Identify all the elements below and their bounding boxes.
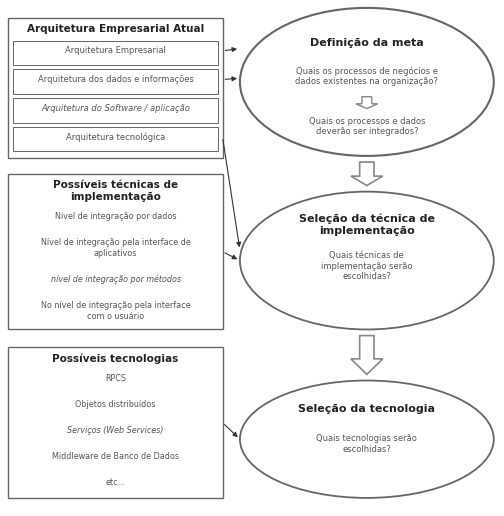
Ellipse shape xyxy=(240,8,494,156)
Text: nível de integração por métodos: nível de integração por métodos xyxy=(50,275,180,284)
Ellipse shape xyxy=(240,191,494,329)
Text: etc...: etc... xyxy=(105,478,125,487)
Text: Nível de integração por dados: Nível de integração por dados xyxy=(55,212,176,221)
Text: Quais os processos de negócios e
dados existentes na organização?: Quais os processos de negócios e dados e… xyxy=(295,66,438,86)
Text: Nível de integração pela interface de
aplicativos: Nível de integração pela interface de ap… xyxy=(41,238,191,258)
Text: Arquitetura do Software / aplicação: Arquitetura do Software / aplicação xyxy=(41,104,190,113)
FancyBboxPatch shape xyxy=(14,127,218,151)
Text: Quais tecnologias serão
escolhidas?: Quais tecnologias serão escolhidas? xyxy=(317,434,417,454)
Text: Definição da meta: Definição da meta xyxy=(310,38,424,49)
Text: Middleware de Banco de Dados: Middleware de Banco de Dados xyxy=(52,452,179,461)
Text: Arquitetura Empresarial Atual: Arquitetura Empresarial Atual xyxy=(27,24,204,34)
FancyBboxPatch shape xyxy=(14,41,218,65)
Text: Quais técnicas de
implementação serão
escolhidas?: Quais técnicas de implementação serão es… xyxy=(321,251,413,281)
Text: Quais os processos e dados
deverão ser integrados?: Quais os processos e dados deverão ser i… xyxy=(308,117,425,136)
Polygon shape xyxy=(351,162,383,186)
Text: Arquitetura Empresarial: Arquitetura Empresarial xyxy=(65,46,166,55)
Ellipse shape xyxy=(240,380,494,498)
Text: Seleção da técnica de
implementação: Seleção da técnica de implementação xyxy=(299,214,435,236)
Text: Arquitetura tecnológica: Arquitetura tecnológica xyxy=(66,132,165,142)
Text: No nível de integração pela interface
com o usuário: No nível de integração pela interface co… xyxy=(41,301,191,321)
Polygon shape xyxy=(351,335,383,375)
Text: Seleção da tecnologia: Seleção da tecnologia xyxy=(298,404,435,414)
FancyBboxPatch shape xyxy=(9,174,222,329)
Text: Possíveis tecnologias: Possíveis tecnologias xyxy=(52,353,178,364)
Text: Objetos distribuídos: Objetos distribuídos xyxy=(75,400,156,409)
Text: Serviços (Web Services): Serviços (Web Services) xyxy=(68,426,164,435)
FancyBboxPatch shape xyxy=(14,69,218,94)
Text: RPCS: RPCS xyxy=(105,374,126,383)
FancyBboxPatch shape xyxy=(14,98,218,123)
FancyBboxPatch shape xyxy=(9,347,222,498)
Text: Possíveis técnicas de
implementação: Possíveis técnicas de implementação xyxy=(53,180,178,202)
FancyBboxPatch shape xyxy=(9,18,222,158)
Polygon shape xyxy=(356,96,378,108)
Text: Arquitetura dos dados e informações: Arquitetura dos dados e informações xyxy=(38,75,194,84)
